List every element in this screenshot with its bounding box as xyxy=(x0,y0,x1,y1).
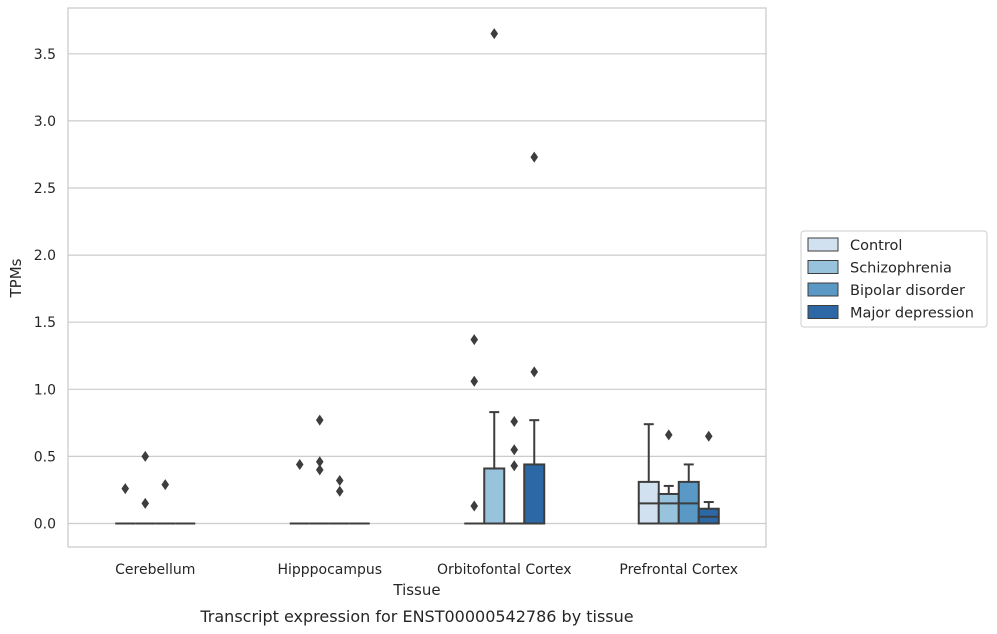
y-tick-label: 3.5 xyxy=(34,47,56,63)
outlier-point xyxy=(141,450,150,462)
y-tick-label: 1.5 xyxy=(34,315,56,331)
outlier-point xyxy=(470,375,479,387)
outlier-point xyxy=(704,430,713,442)
gridlines xyxy=(68,53,766,525)
x-tick-label: Orbitofontal Cortex xyxy=(437,562,572,578)
outlier-point xyxy=(295,458,304,470)
outlier-point xyxy=(530,151,539,163)
y-tick-label: 0.0 xyxy=(34,517,56,533)
legend-label: Major depression xyxy=(850,306,974,322)
box-3-3 xyxy=(697,501,720,525)
outlier-point xyxy=(335,485,344,497)
outlier-point xyxy=(141,497,150,509)
legend-label: Schizophrenia xyxy=(850,261,952,277)
outlier-point xyxy=(530,366,539,378)
box-body xyxy=(483,467,506,525)
legend-swatch xyxy=(807,305,839,319)
box-0-3 xyxy=(637,423,660,525)
box-1-2 xyxy=(483,411,506,525)
x-axis-label: Tissue xyxy=(392,581,440,599)
y-axis-label: TPMs xyxy=(7,258,25,298)
outlier-point xyxy=(664,429,673,441)
x-tick-label: Hipppocampus xyxy=(277,562,382,578)
outlier-point xyxy=(470,334,479,346)
box-series xyxy=(115,411,720,525)
outlier-point xyxy=(315,414,324,426)
legend-frame xyxy=(800,230,988,328)
outlier-point xyxy=(510,416,519,428)
x-axis-ticks: Cerebellum Hipppocampus Orbitofontal Corte… xyxy=(115,562,738,578)
y-tick-label: 3.0 xyxy=(34,114,56,130)
legend: Control Schizophrenia Bipolar disorder Majo… xyxy=(800,230,988,328)
y-tick-label: 2.0 xyxy=(34,248,56,264)
legend-swatch xyxy=(807,237,839,252)
outlier-points xyxy=(121,28,713,512)
outlier-point xyxy=(510,444,519,456)
outlier-point xyxy=(470,500,479,512)
legend-label: Control xyxy=(850,238,902,254)
box-body xyxy=(657,492,680,525)
outlier-point xyxy=(490,28,499,40)
legend-swatch xyxy=(807,282,839,297)
legend-label: Bipolar disorder xyxy=(850,283,965,299)
x-tick-label: Cerebellum xyxy=(115,562,195,578)
y-tick-label: 0.5 xyxy=(34,449,56,465)
outlier-point xyxy=(510,460,519,472)
legend-swatch xyxy=(807,260,839,274)
outlier-point xyxy=(121,483,130,495)
y-tick-label: 2.5 xyxy=(34,181,56,197)
outlier-point xyxy=(335,475,344,487)
x-tick-label: Prefrontal Cortex xyxy=(619,562,738,578)
outlier-point xyxy=(161,479,170,491)
box-1-3 xyxy=(657,484,680,525)
y-axis-ticks: 0.0 0.5 1.0 1.5 2.0 2.5 3.0 3.5 xyxy=(34,47,56,533)
y-tick-label: 1.0 xyxy=(34,382,56,398)
box-3-2 xyxy=(523,419,546,525)
box-body xyxy=(523,463,546,525)
chart-caption: Transcript expression for ENST0000054278… xyxy=(199,607,633,626)
plot-area-frame xyxy=(67,7,767,548)
box-2-3 xyxy=(677,463,700,525)
outlier-point xyxy=(315,456,324,468)
outlier-point xyxy=(315,464,324,476)
